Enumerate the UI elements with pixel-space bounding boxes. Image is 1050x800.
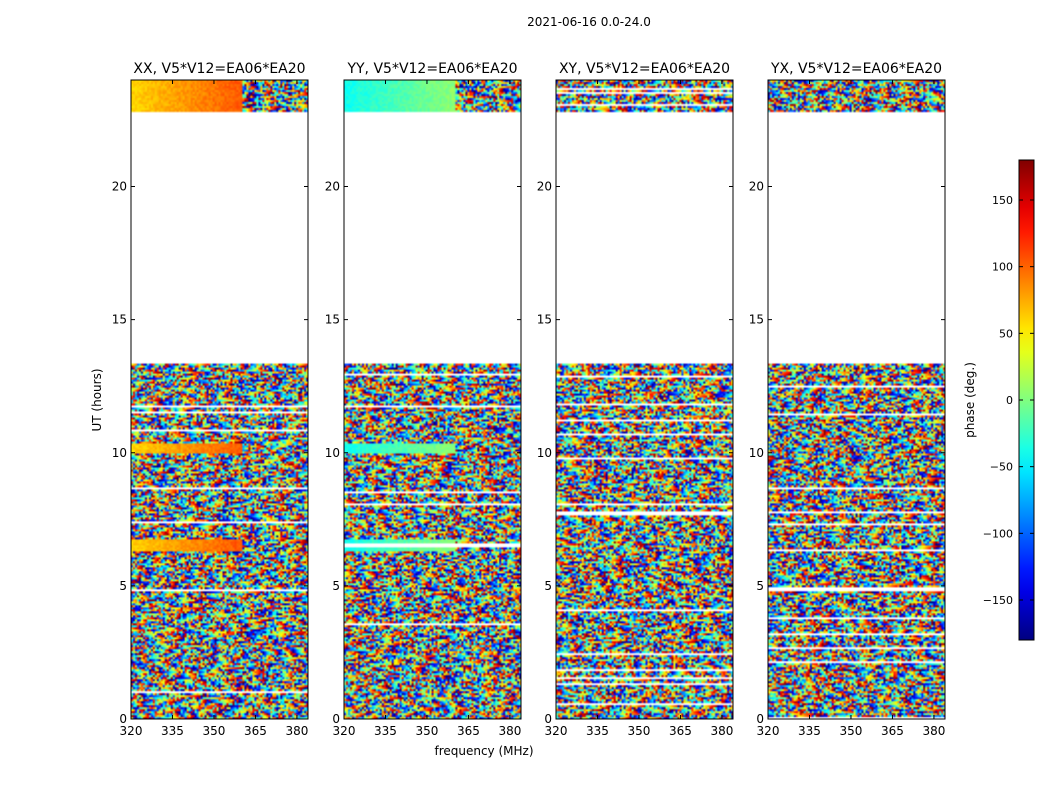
x-tick-label: 350 bbox=[840, 724, 863, 738]
x-tick-label: 335 bbox=[798, 724, 821, 738]
x-tick-label: 335 bbox=[586, 724, 609, 738]
y-tick-label: 5 bbox=[332, 579, 340, 593]
y-tick-label: 20 bbox=[537, 180, 552, 194]
y-tick-label: 15 bbox=[112, 313, 127, 327]
colorbar-tick-label: −150 bbox=[983, 594, 1013, 607]
y-tick-label: 5 bbox=[119, 579, 127, 593]
x-tick-label: 365 bbox=[457, 724, 480, 738]
y-tick-label: 20 bbox=[112, 180, 127, 194]
y-tick-label: 0 bbox=[119, 712, 127, 726]
x-tick-label: 380 bbox=[710, 724, 733, 738]
panels: XX, V5*V12=EA06*EA20 320 335 350 365 380 0 5 10 1… bbox=[112, 61, 946, 738]
panel-title: YX, V5*V12=EA06*EA20 bbox=[770, 61, 942, 77]
phase-heatmap bbox=[556, 80, 733, 719]
y-tick-label: 10 bbox=[537, 446, 552, 460]
y-tick-label: 0 bbox=[544, 712, 552, 726]
x-tick-label: 320 bbox=[757, 724, 780, 738]
axes-frame bbox=[767, 79, 946, 720]
y-tick-label: 15 bbox=[537, 313, 552, 327]
panel-2: XY, V5*V12=EA06*EA20 320 335 350 365 380 0 5 10 1… bbox=[537, 61, 734, 738]
panel-title: YY, V5*V12=EA06*EA20 bbox=[346, 61, 517, 77]
phase-heatmap bbox=[131, 80, 308, 719]
colorbar-tick-label: 50 bbox=[999, 327, 1013, 340]
x-tick-label: 320 bbox=[545, 724, 568, 738]
x-tick-label: 365 bbox=[881, 724, 904, 738]
colorbar-tick-label: 0 bbox=[1006, 394, 1013, 407]
colorbar-label: phase (deg.) bbox=[963, 362, 977, 438]
y-tick-label: 15 bbox=[325, 313, 340, 327]
x-tick-label: 335 bbox=[161, 724, 184, 738]
x-tick-label: 365 bbox=[669, 724, 692, 738]
axes-frame bbox=[343, 79, 522, 720]
y-tick-label: 15 bbox=[749, 313, 764, 327]
axes-frame bbox=[130, 79, 309, 720]
colorbar: 150 100 50 0 −50 −100 −150 bbox=[983, 159, 1035, 641]
x-tick-label: 335 bbox=[374, 724, 397, 738]
y-tick-label: 10 bbox=[749, 446, 764, 460]
x-tick-label: 350 bbox=[203, 724, 226, 738]
panel-title: XY, V5*V12=EA06*EA20 bbox=[559, 61, 730, 77]
y-tick-label: 20 bbox=[749, 180, 764, 194]
y-tick-label: 5 bbox=[544, 579, 552, 593]
y-tick-label: 20 bbox=[325, 180, 340, 194]
y-tick-label: 10 bbox=[112, 446, 127, 460]
y-tick-label: 0 bbox=[756, 712, 764, 726]
x-tick-label: 320 bbox=[333, 724, 356, 738]
x-tick-label: 380 bbox=[922, 724, 945, 738]
colorbar-tick-label: 150 bbox=[992, 194, 1013, 207]
phase-heatmap bbox=[768, 80, 945, 719]
axes-frame bbox=[555, 79, 734, 720]
x-tick-label: 350 bbox=[416, 724, 439, 738]
colorbar-tick-label: −50 bbox=[990, 461, 1013, 474]
x-tick-label: 365 bbox=[244, 724, 267, 738]
x-axis-label: frequency (MHz) bbox=[434, 744, 533, 758]
y-tick-label: 0 bbox=[332, 712, 340, 726]
colorbar-tick-label: 100 bbox=[992, 261, 1013, 274]
panel-title: XX, V5*V12=EA06*EA20 bbox=[133, 61, 305, 77]
y-axis-label: UT (hours) bbox=[90, 368, 104, 431]
y-tick-label: 5 bbox=[756, 579, 764, 593]
x-tick-label: 320 bbox=[120, 724, 143, 738]
phase-heatmap bbox=[344, 80, 521, 719]
panel-0: XX, V5*V12=EA06*EA20 320 335 350 365 380 0 5 10 1… bbox=[112, 61, 309, 738]
colorbar-tick-label: −100 bbox=[983, 527, 1013, 540]
y-tick-label: 10 bbox=[325, 446, 340, 460]
x-tick-label: 350 bbox=[628, 724, 651, 738]
x-tick-label: 380 bbox=[498, 724, 521, 738]
panel-3: YX, V5*V12=EA06*EA20 320 335 350 365 380 0 5 10 1… bbox=[749, 61, 946, 738]
figure-suptitle: 2021-06-16 0.0-24.0 bbox=[527, 15, 651, 29]
panel-1: YY, V5*V12=EA06*EA20 320 335 350 365 380 0 5 10 1… bbox=[325, 61, 522, 738]
x-tick-label: 380 bbox=[285, 724, 308, 738]
